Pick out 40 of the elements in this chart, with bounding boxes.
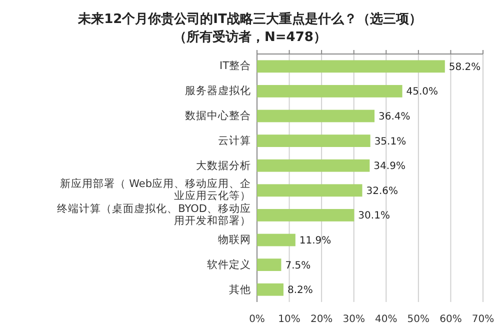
y-tick-label: 数据中心整合 [185, 110, 251, 122]
x-tick-label: 10% [278, 314, 300, 325]
y-tick-label: 其他 [229, 284, 251, 296]
bar [257, 60, 445, 73]
y-tick-label: 软件定义 [207, 258, 251, 271]
data-label: 35.1% [374, 136, 406, 148]
data-label: 11.9% [299, 236, 332, 246]
x-tick-label: 40% [375, 314, 398, 325]
data-label: 45.0% [406, 86, 438, 98]
y-tick-label: IT整合 [219, 60, 251, 72]
data-label: 32.6% [366, 186, 398, 197]
bar [257, 159, 370, 172]
x-tick-label: 70% [472, 314, 494, 325]
chart-subtitle: （所有受访者，N=478） [172, 28, 328, 46]
x-tick-label: 30% [342, 314, 365, 325]
x-tick-label: 20% [310, 314, 333, 325]
y-tick-label: 云计算 [218, 134, 251, 147]
y-tick-label: 新应用部署（ Web应用、移动应用、企业应用云化等） [58, 178, 251, 202]
data-label: 30.1% [358, 210, 390, 222]
chart-title: 未来12个月你贵公司的IT战略三大重点是什么？（选三项） [77, 10, 423, 28]
bar [257, 110, 375, 122]
y-tick-label: 物联网 [218, 234, 251, 246]
bar [257, 234, 296, 246]
bar [257, 258, 282, 271]
y-tick-label: 大数据分析 [196, 160, 251, 172]
data-label: 58.2% [448, 62, 481, 73]
bar [257, 184, 362, 197]
bar [257, 209, 354, 222]
bar [257, 85, 402, 98]
data-label: 34.9% [374, 161, 406, 172]
data-label: 7.5% [285, 260, 311, 272]
x-tick-label: 50% [407, 314, 430, 325]
bar [257, 134, 370, 147]
y-tick-label: 终端计算（桌面虚拟化、BYOD、移动应用开发和部署） [56, 203, 251, 228]
x-tick-label: 0% [249, 314, 265, 325]
y-tick-label: 服务器虚拟化 [185, 85, 251, 98]
x-tick-label: 60% [440, 314, 462, 325]
data-label: 8.2% [287, 285, 313, 296]
data-label: 36.4% [378, 112, 410, 122]
bar [257, 283, 284, 296]
